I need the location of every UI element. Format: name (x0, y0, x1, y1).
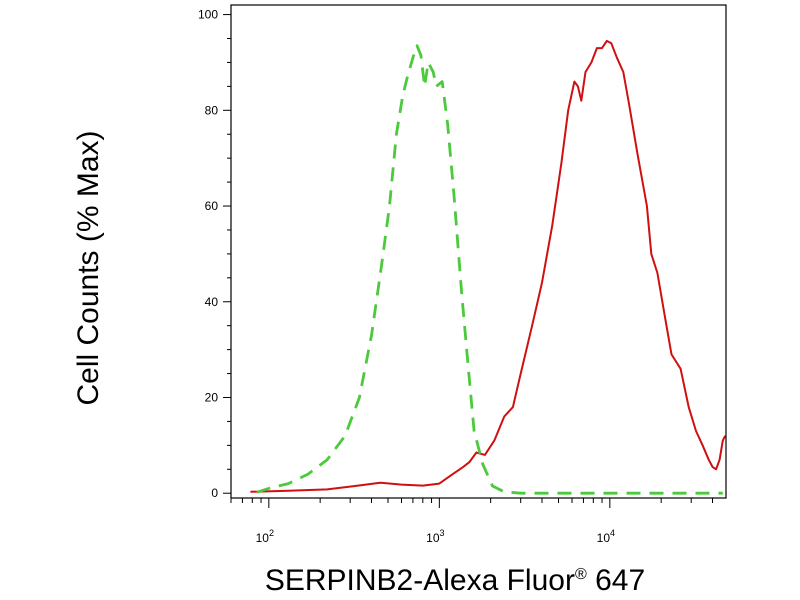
plot-area (250, 39, 727, 495)
y-tick-label: 80 (205, 103, 219, 117)
series-line-1 (256, 44, 723, 495)
x-axis-ticks: 102 103 104 (230, 498, 713, 545)
x-tick-label: 104 (597, 528, 615, 545)
y-tick-label: 100 (198, 8, 218, 22)
y-tick-label: 20 (205, 390, 219, 404)
x-axis-label-text: SERPINB2-Alexa Fluor (265, 564, 575, 597)
y-axis-ticks: 0 20 40 60 80 100 (198, 8, 231, 500)
plot-border (230, 4, 727, 499)
plot-frame (230, 4, 727, 499)
series-line-0 (250, 39, 727, 493)
x-axis-label-suffix: 647 (587, 564, 645, 597)
y-tick-label: 0 (211, 486, 218, 500)
x-axis-label-registered: ® (575, 566, 587, 583)
y-tick-label: 40 (205, 295, 219, 309)
x-tick-label: 103 (426, 528, 444, 545)
y-tick-label: 60 (205, 199, 219, 213)
x-axis-label: SERPINB2-Alexa Fluor® 647 (265, 564, 645, 597)
y-axis-label: Cell Counts (% Max) (72, 130, 105, 405)
x-tick-label: 102 (256, 528, 274, 545)
